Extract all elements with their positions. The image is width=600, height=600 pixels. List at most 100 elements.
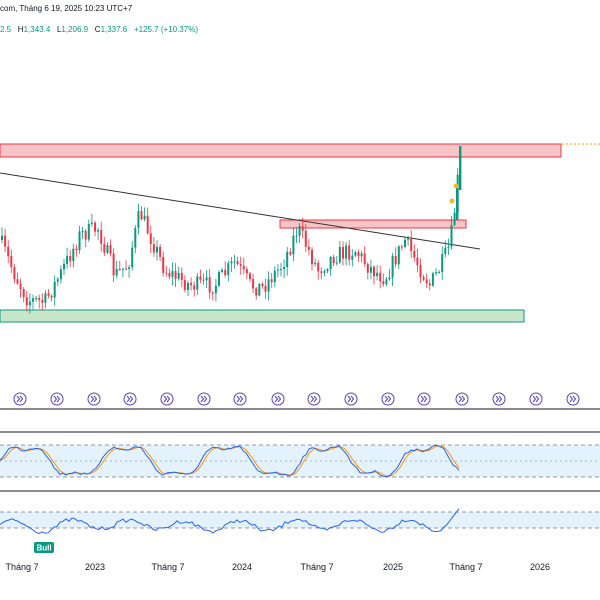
x-tick-label: 2025 <box>383 562 403 572</box>
candle <box>450 216 453 250</box>
candle <box>78 225 81 254</box>
candle <box>140 206 143 221</box>
candle-body <box>264 285 267 292</box>
candle <box>16 272 19 285</box>
candle-body <box>422 277 425 280</box>
candle <box>304 224 307 253</box>
candle <box>118 260 121 271</box>
candle-body <box>112 253 115 276</box>
candle-body <box>369 266 372 273</box>
candle <box>441 246 444 281</box>
candle <box>134 225 137 254</box>
candle-body <box>261 283 264 286</box>
candle-body <box>50 295 53 298</box>
candle-body <box>221 269 224 273</box>
candle <box>208 269 211 299</box>
double-chevron-right-icon <box>344 392 358 406</box>
stochastic-pane[interactable] <box>0 431 600 492</box>
candle-body <box>354 252 357 256</box>
candle <box>252 273 255 294</box>
candle-body <box>438 272 441 274</box>
candle-body <box>338 246 341 263</box>
candle-body <box>196 276 199 290</box>
double-chevron-right-icon <box>455 392 469 406</box>
candle <box>41 293 44 311</box>
candle-body <box>134 227 137 248</box>
candle <box>264 278 267 299</box>
candle-body <box>174 271 177 279</box>
candle <box>295 227 298 244</box>
candle <box>400 244 403 251</box>
candle <box>115 260 118 279</box>
double-chevron-right-icon <box>160 392 174 406</box>
candle <box>112 248 115 282</box>
candle <box>4 228 7 252</box>
candle-body <box>143 215 146 220</box>
event-markers-row <box>0 392 600 410</box>
rsi-pane[interactable]: Bull <box>0 508 600 553</box>
candle <box>286 246 289 276</box>
candle <box>162 251 165 277</box>
low-label: L <box>56 25 62 34</box>
candle-body <box>106 245 109 253</box>
candle-body <box>329 257 332 270</box>
candle <box>301 217 304 239</box>
candle-body <box>109 245 112 254</box>
double-chevron-right-icon <box>307 392 321 406</box>
candle-body <box>301 226 304 231</box>
candle <box>419 258 422 283</box>
event-marker-chevrons <box>163 395 171 403</box>
double-chevron-right-icon <box>492 392 506 406</box>
candle <box>255 286 258 300</box>
event-marker-chevrons <box>53 395 61 403</box>
candle-body <box>345 245 348 259</box>
candle-body <box>388 277 391 280</box>
candle <box>236 256 239 266</box>
change-value: +125.7 (+10.37%) <box>133 25 198 34</box>
time-axis[interactable]: Tháng 7 2023 Tháng 7 2024 Tháng 7 2025 Tháng 7… <box>5 562 550 572</box>
candle-body <box>47 293 50 296</box>
candle-body <box>224 269 227 276</box>
candle <box>180 267 183 288</box>
candle-body <box>307 246 310 250</box>
candle-body <box>360 253 363 257</box>
candle <box>47 288 50 299</box>
price-pane[interactable] <box>0 143 600 323</box>
event-marker-chevrons <box>90 395 98 403</box>
candle <box>369 259 372 279</box>
candle-body <box>270 279 273 283</box>
candle-body <box>180 272 183 281</box>
candle <box>221 268 224 274</box>
candle <box>205 270 208 288</box>
candle <box>410 230 413 258</box>
candle-body <box>292 235 295 255</box>
candle <box>38 294 41 309</box>
candle <box>224 261 227 278</box>
event-marker-chevrons <box>16 395 24 403</box>
candle <box>44 290 47 309</box>
candle-body <box>450 224 453 247</box>
candle-body <box>66 255 69 264</box>
bull-label-bg <box>34 542 54 553</box>
candle-body <box>7 246 10 257</box>
candle <box>435 268 437 276</box>
candle <box>373 265 375 285</box>
candle <box>360 250 363 263</box>
candle-body <box>137 211 140 228</box>
candle-body <box>357 252 360 257</box>
double-chevron-right-icon <box>566 392 580 406</box>
candle <box>84 229 87 248</box>
candle-body <box>156 247 158 253</box>
candle <box>444 240 447 258</box>
candle-body <box>407 237 410 240</box>
close-label: C <box>94 25 101 34</box>
event-marker-chevrons <box>495 395 503 403</box>
candle-body <box>35 297 38 299</box>
candle <box>311 246 313 271</box>
candle <box>453 208 456 227</box>
double-chevron-right-icon <box>123 392 137 406</box>
candle <box>1 227 3 244</box>
candle <box>447 238 450 255</box>
candle-body <box>162 256 165 273</box>
